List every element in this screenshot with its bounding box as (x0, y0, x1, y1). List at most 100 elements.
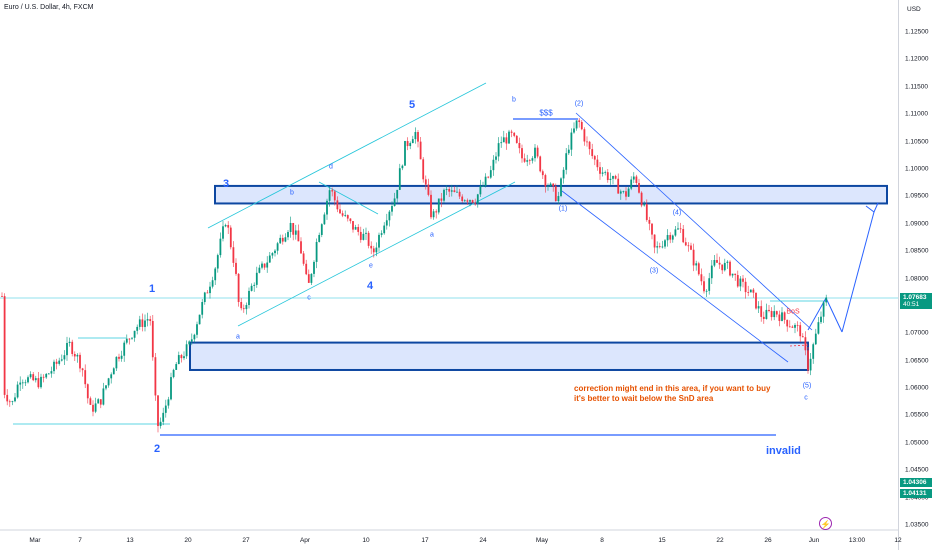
candle-body (692, 249, 695, 266)
candle-body (16, 384, 19, 398)
candle-body (232, 247, 235, 263)
candle-body (554, 186, 557, 202)
candle-body (42, 376, 45, 378)
candle-body (151, 320, 154, 358)
candle-body (21, 382, 24, 384)
candle-body (378, 234, 380, 248)
wave-4-label: 4 (366, 280, 374, 292)
candle-body (534, 147, 536, 159)
candle-body (349, 218, 352, 222)
candle-body (703, 281, 705, 292)
candle-body (739, 278, 742, 287)
candle-body (193, 334, 196, 340)
candle-body (547, 186, 549, 187)
projection-arrowhead (865, 202, 879, 213)
candle-body (723, 262, 726, 271)
candle-body (768, 309, 770, 311)
candle-body (107, 378, 110, 386)
candle-body (11, 401, 14, 403)
subwave-b-label: b (290, 189, 294, 197)
candle-body (461, 196, 464, 201)
candle-body (266, 262, 269, 268)
candle-body (588, 141, 591, 150)
subwave-a-label: a (236, 333, 240, 341)
candle-body (645, 204, 648, 220)
candle-body (424, 179, 427, 185)
candle-body (404, 141, 406, 166)
currency-label: USD (907, 6, 921, 13)
candle-body (196, 324, 198, 335)
candle-body (736, 275, 739, 287)
candle-body (788, 326, 791, 328)
candle-body (68, 341, 71, 343)
x-tick-label: 22 (716, 537, 724, 544)
candle-body (284, 237, 287, 242)
candle-body (539, 156, 542, 172)
candle-body (820, 316, 822, 323)
candle-body (357, 226, 360, 232)
candle-body (328, 190, 331, 201)
candle-body (6, 394, 9, 402)
y-tick-label: 1.05500 (905, 411, 929, 419)
candle-body (263, 263, 266, 268)
candle-body (300, 241, 302, 254)
candle-body (14, 397, 16, 402)
price-axis[interactable]: 1.12500 1.12000 1.11500 1.11000 1.10500 1.100… (898, 0, 932, 550)
candle-body (73, 353, 76, 357)
candle-body (331, 190, 334, 192)
candle-body (198, 314, 201, 325)
candle-body (466, 200, 469, 202)
candle-body (484, 176, 487, 186)
note-line-2: it's better to wait below the SnD area (574, 394, 714, 403)
x-tick-label: 7 (78, 537, 82, 544)
candle-body (92, 404, 94, 412)
candle-body (146, 319, 149, 321)
candle-body (45, 373, 48, 378)
candle-body (762, 316, 765, 319)
candle-body (86, 384, 89, 399)
candle-body (326, 200, 328, 215)
candle-body (162, 412, 165, 422)
candle-body (170, 377, 172, 400)
candle-body (154, 357, 157, 396)
subwave-a2-label: a (430, 231, 434, 239)
wave3-channel-upper (207, 82, 487, 229)
candle-body (690, 245, 692, 250)
candle-body (435, 211, 438, 213)
candle-body (396, 189, 399, 199)
candle-body (674, 229, 677, 236)
candle-body (521, 148, 523, 159)
candle-body (432, 211, 435, 218)
wave-1-label: 1 (148, 283, 156, 295)
candle-body (164, 405, 167, 413)
candle-body (359, 231, 362, 240)
candle-body (136, 326, 139, 331)
candle-body (417, 132, 419, 142)
candle-body (255, 272, 258, 285)
candle-body (206, 292, 209, 294)
candle-body (643, 204, 646, 206)
candle-body (710, 265, 713, 279)
candle-body (729, 261, 731, 276)
candle-body (235, 262, 237, 274)
candle-body (60, 359, 63, 361)
candle-body (591, 149, 594, 157)
subwave-c2-label: c (804, 394, 808, 402)
candle-body (201, 302, 204, 315)
candle-body (367, 232, 370, 246)
candle-body (203, 292, 206, 303)
x-tick-label: May (535, 537, 549, 544)
candle-body (391, 206, 393, 212)
candle-body (427, 184, 430, 195)
candle-body (289, 222, 292, 232)
candle-body (258, 267, 261, 273)
lightning-icon[interactable]: ⚡ (819, 517, 832, 530)
down-channel-upper (575, 112, 813, 331)
y-tick-label: 1.09000 (905, 220, 929, 228)
candle-body (55, 361, 58, 364)
candle-body (794, 324, 796, 328)
candle-body (419, 141, 422, 160)
candle-body (791, 326, 794, 328)
candle-body (245, 305, 248, 310)
